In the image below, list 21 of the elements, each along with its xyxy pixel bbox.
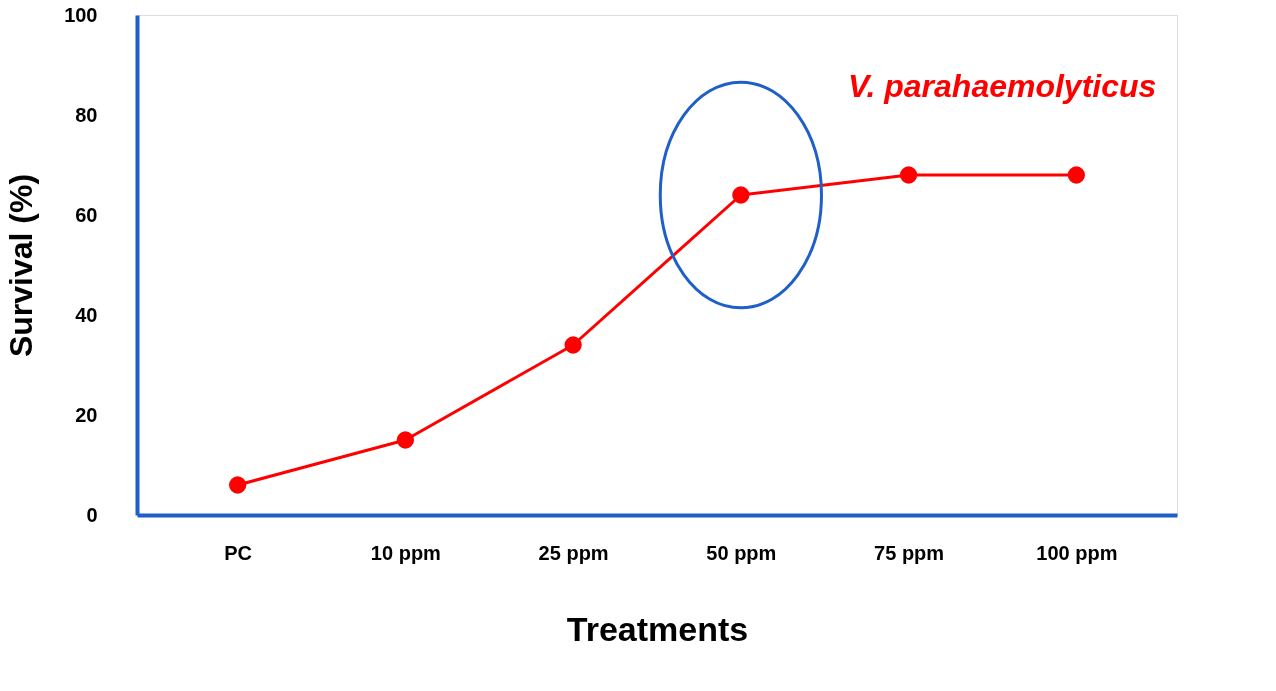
y-tick-label: 40 [75, 303, 98, 326]
y-tick-label: 80 [75, 103, 98, 126]
x-tick-label: 50 ppm [706, 541, 777, 564]
point [396, 431, 415, 449]
y-axis-title: Survival (%) [3, 173, 40, 358]
y-tick-label: 60 [75, 203, 98, 226]
point [732, 186, 750, 204]
point [564, 336, 582, 354]
x-tick-label: 100 ppm [1036, 541, 1118, 564]
x-tick-label: 75 ppm [874, 541, 945, 564]
point [1067, 166, 1086, 184]
x-tick-label: 10 ppm [370, 541, 441, 564]
y-tick-label: 0 [86, 503, 98, 526]
y-tick-label: 20 [75, 403, 98, 426]
y-tick-label: 100 [64, 3, 98, 26]
text: V. parahaemolyticus [848, 68, 1157, 104]
point [899, 166, 918, 184]
x-tick-label: 25 ppm [538, 541, 609, 564]
x-tick-label: PC [224, 541, 253, 564]
point [228, 476, 247, 494]
x-axis-title: Treatments [566, 609, 749, 648]
